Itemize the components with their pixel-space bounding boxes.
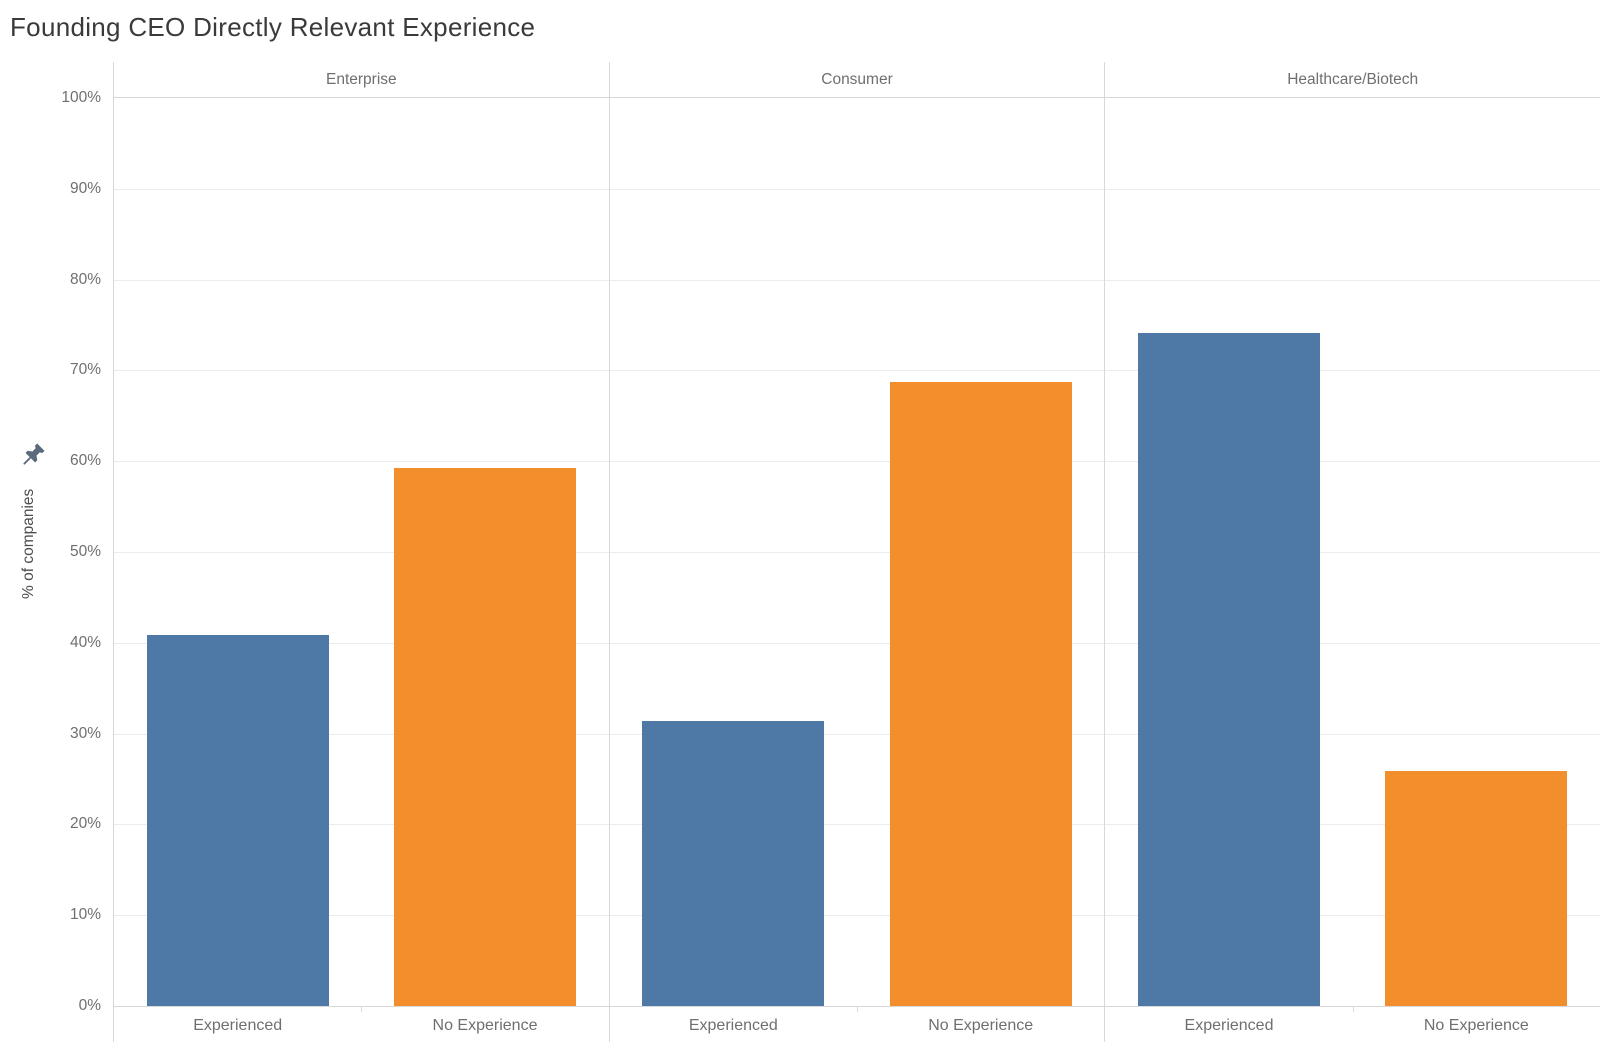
gridline-60pct xyxy=(609,461,1105,463)
bar-slot-experienced xyxy=(114,98,361,1006)
panel-enterprise: Enterprise Experienced No Experience xyxy=(114,62,610,1042)
gridline-80pct xyxy=(609,279,1105,281)
gridline-30pct xyxy=(114,733,609,735)
gridline-70pct xyxy=(114,370,609,372)
panel-healthcare-biotech: Healthcare/Biotech Experienced No Experien… xyxy=(1105,62,1600,1042)
gridline-10pct xyxy=(609,915,1105,917)
y-tick-label: 0% xyxy=(78,997,101,1014)
y-tick-label: 20% xyxy=(69,815,101,833)
gridline-20pct xyxy=(114,824,609,826)
gridline-40pct xyxy=(609,642,1105,644)
gridline-10pct xyxy=(1105,915,1600,917)
gridline-50pct xyxy=(114,552,609,553)
gridline-90pct xyxy=(114,188,609,190)
bar-slot-no-experience xyxy=(361,98,608,1006)
gridline-20pct xyxy=(609,824,1105,826)
gridline-40pct xyxy=(1105,642,1600,644)
y-tick-label: 90% xyxy=(69,179,101,197)
axis-tick xyxy=(1352,1007,1354,1012)
gridline-30pct xyxy=(609,733,1105,735)
category-label-row: Experienced No Experience xyxy=(114,1006,609,1042)
category-label-experienced[interactable]: Experienced xyxy=(688,1017,778,1034)
gridline-90pct xyxy=(1105,188,1600,190)
category-label-no-experience[interactable]: No Experience xyxy=(432,1017,538,1034)
y-tick-label: 30% xyxy=(69,724,101,742)
bar-enterprise-no-experience[interactable] xyxy=(394,468,576,1006)
bar-slot-no-experience xyxy=(857,98,1104,1006)
bar-healthcare-biotech-no-experience[interactable] xyxy=(1385,770,1568,1006)
category-label-experienced[interactable]: Experienced xyxy=(193,1017,283,1034)
panel-header-enterprise[interactable]: Enterprise xyxy=(114,62,609,98)
bar-consumer-experienced[interactable] xyxy=(642,720,825,1006)
bar-slot-no-experience xyxy=(1353,98,1600,1006)
gridline-60pct xyxy=(114,461,609,463)
y-tick-label: 80% xyxy=(69,270,101,288)
plot-area-consumer xyxy=(609,98,1105,1006)
gridline-50pct xyxy=(1105,552,1600,553)
panel-header-consumer[interactable]: Consumer xyxy=(609,62,1105,98)
gridline-80pct xyxy=(114,279,609,281)
gridline-50pct xyxy=(609,552,1105,553)
gridline-10pct xyxy=(114,915,609,917)
plot-area-healthcare-biotech xyxy=(1105,98,1600,1006)
gridline-40pct xyxy=(114,642,609,644)
bar-healthcare-biotech-experienced[interactable] xyxy=(1138,333,1320,1006)
y-tick-label: 40% xyxy=(69,633,101,651)
gridline-80pct xyxy=(1105,279,1600,281)
panel-header-healthcare-biotech[interactable]: Healthcare/Biotech xyxy=(1105,62,1600,98)
category-label-row: Experienced No Experience xyxy=(1105,1006,1600,1042)
bar-slot-experienced xyxy=(610,98,857,1006)
category-label-experienced[interactable]: Experienced xyxy=(1184,1017,1274,1034)
axis-tick xyxy=(361,1007,363,1012)
gridline-30pct xyxy=(1105,733,1600,735)
axis-tick xyxy=(857,1007,858,1012)
gridline-70pct xyxy=(1105,370,1600,372)
y-tick-label: 100% xyxy=(61,89,101,106)
bar-enterprise-experienced[interactable] xyxy=(146,634,329,1006)
bar-slot-experienced xyxy=(1105,98,1352,1006)
gridline-70pct xyxy=(609,370,1105,372)
plot-area-enterprise xyxy=(114,98,609,1006)
gridline-90pct xyxy=(609,188,1105,190)
gridline-60pct xyxy=(1105,461,1600,463)
category-label-no-experience[interactable]: No Experience xyxy=(928,1017,1034,1034)
chart-title: Founding CEO Directly Relevant Experienc… xyxy=(10,12,536,42)
y-tick-label: 10% xyxy=(69,906,101,924)
category-label-no-experience[interactable]: No Experience xyxy=(1423,1017,1529,1034)
panel-consumer: Consumer Experienced No Experience xyxy=(609,62,1106,1042)
category-label-row: Experienced No Experience xyxy=(609,1006,1105,1042)
bar-consumer-no-experience[interactable] xyxy=(889,382,1072,1006)
pin-icon[interactable] xyxy=(16,440,48,472)
gridline-20pct xyxy=(1105,824,1600,826)
plot-panels: Enterprise Experienced No Experience Consum… xyxy=(113,62,1600,1042)
y-tick-label: 60% xyxy=(69,452,101,470)
y-tick-label: 70% xyxy=(69,361,101,379)
y-tick-label: 50% xyxy=(69,543,101,560)
